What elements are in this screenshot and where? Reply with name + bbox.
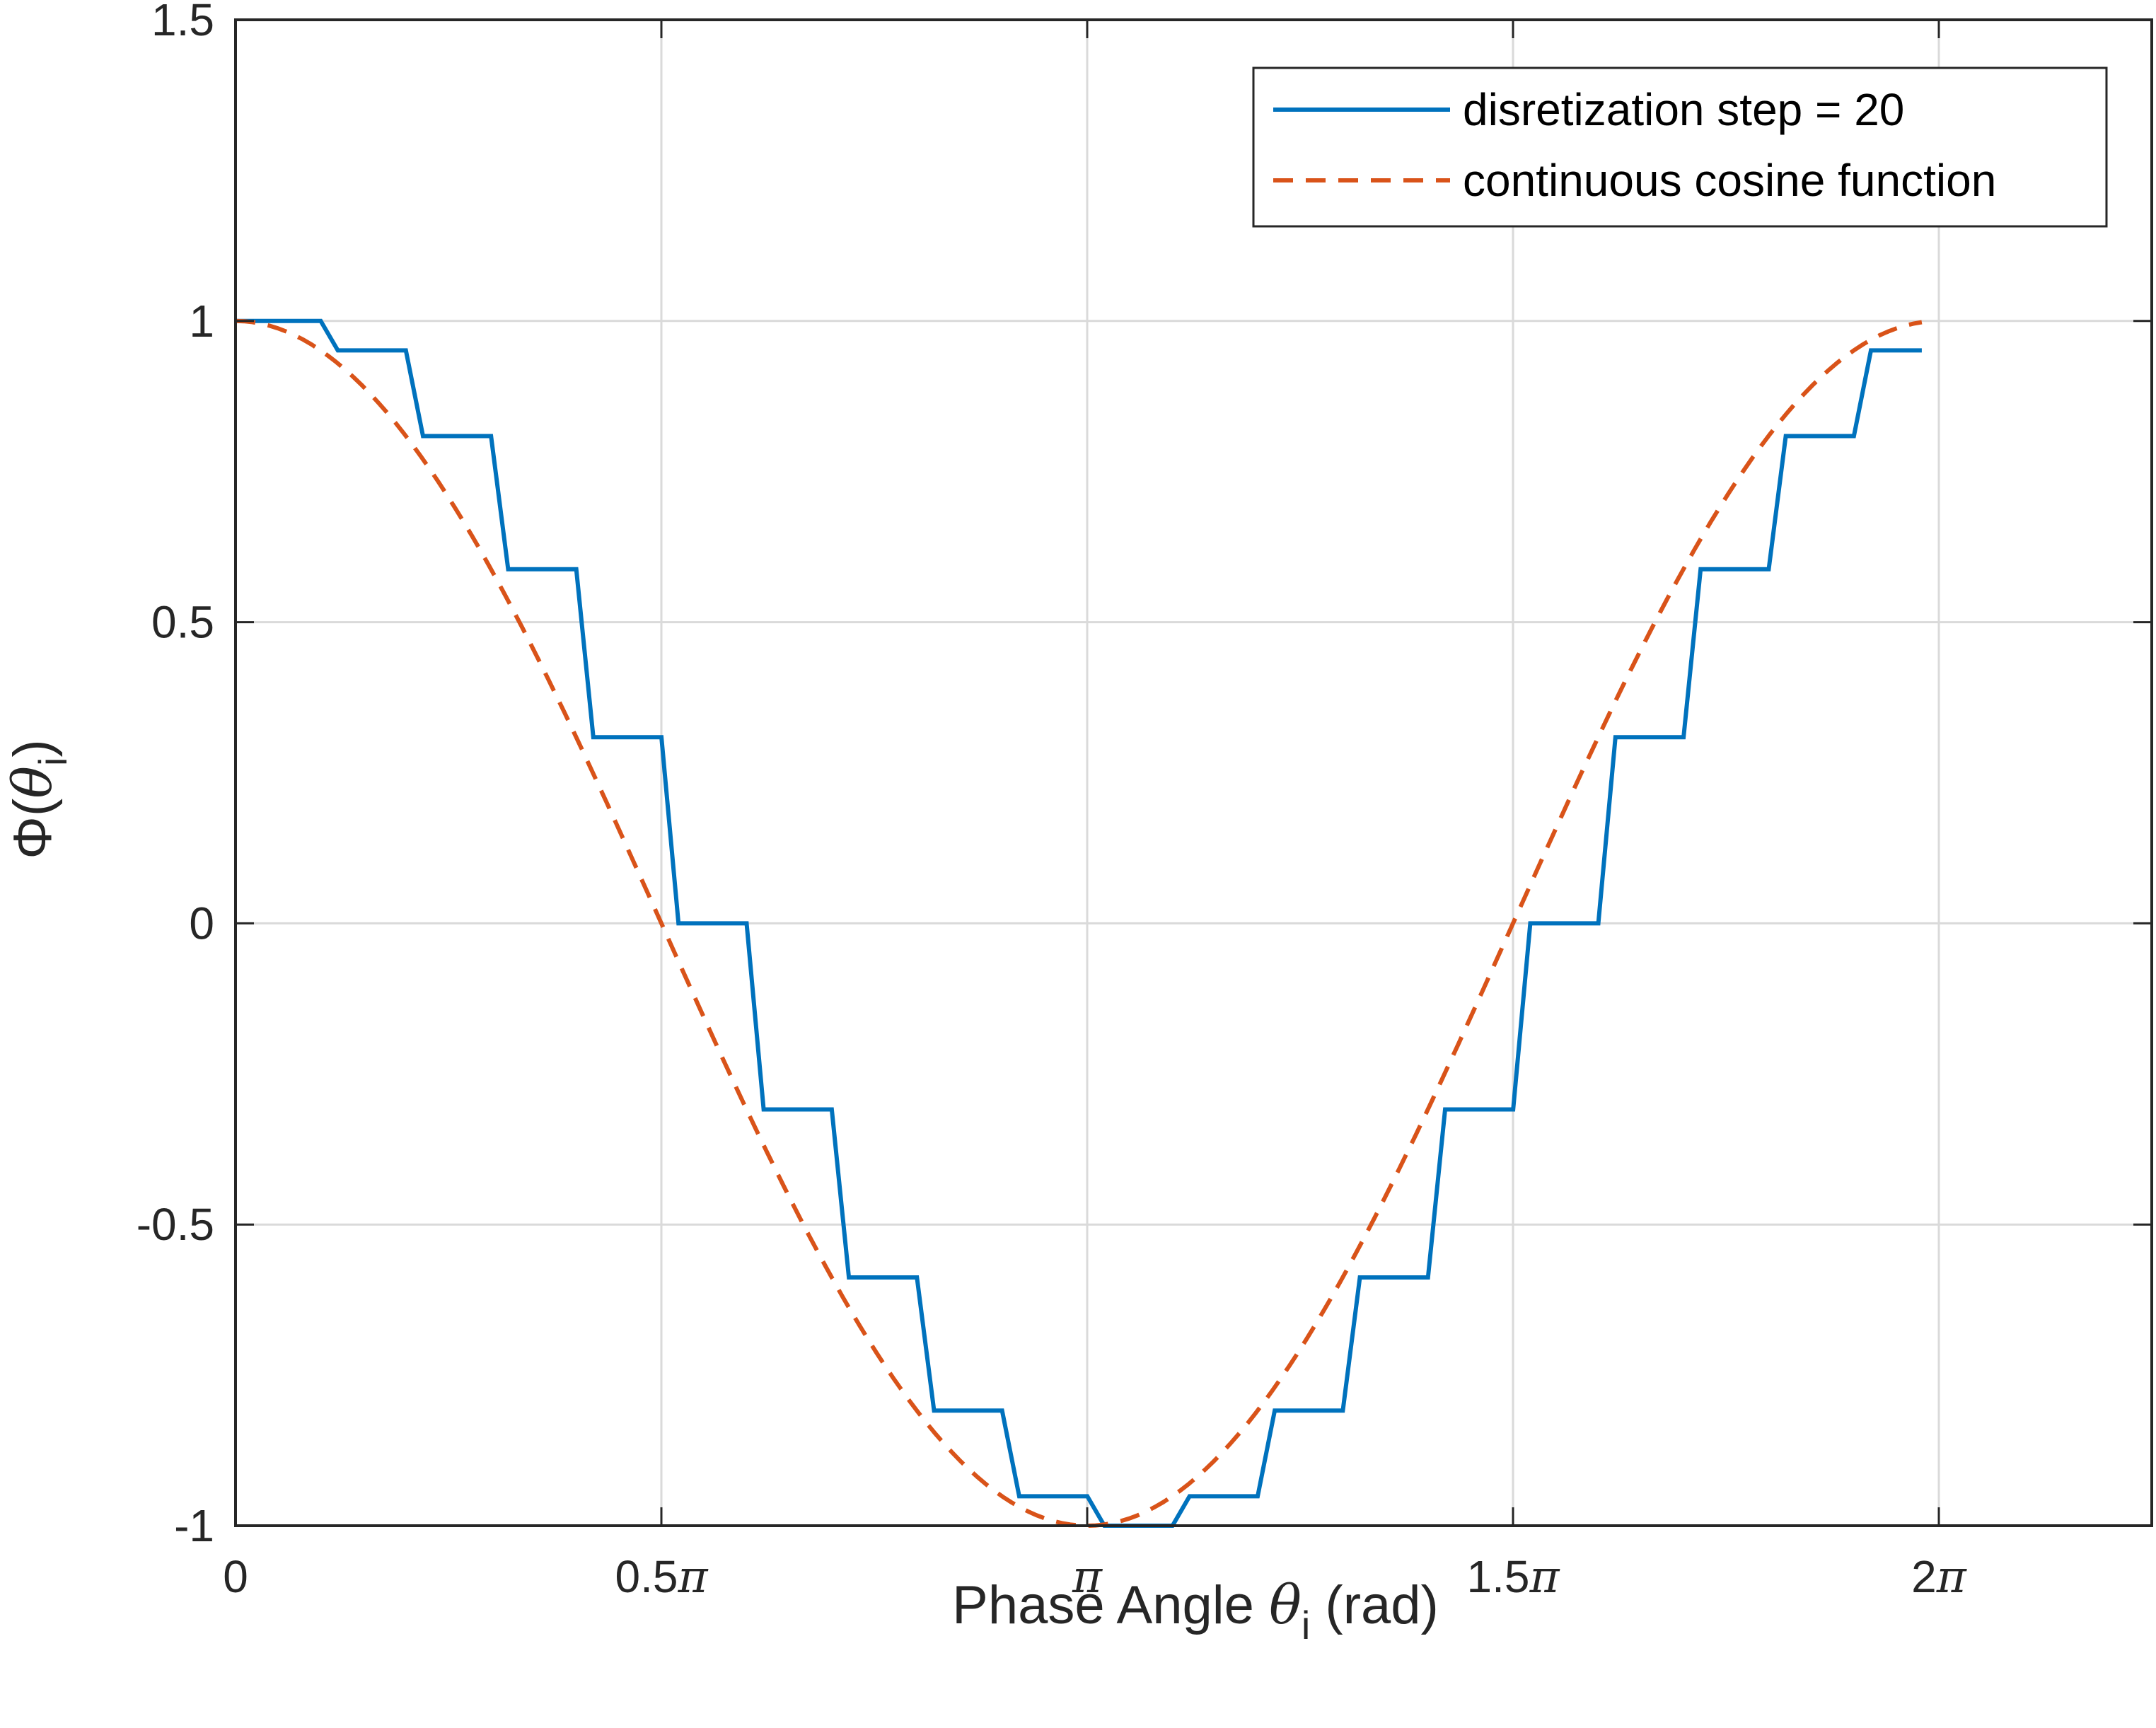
x-tick-label: 1.5π <box>1466 1551 1560 1604</box>
y-tick-labels: -1 -0.5 0 0.5 1 1.5 <box>137 0 214 1551</box>
y-axis-label: Φ(θi) <box>1 739 75 859</box>
legend-label-cosine: continuous cosine function <box>1463 155 1996 206</box>
y-tick-label: -0.5 <box>137 1199 214 1250</box>
y-tick-label: 1 <box>189 296 214 347</box>
plot-lines <box>235 318 1923 1529</box>
y-tick-label: -1 <box>174 1500 214 1551</box>
legend-box <box>1252 66 2108 228</box>
x-tick-label: 0 <box>223 1551 248 1602</box>
y-tick-label: 0 <box>189 898 214 949</box>
legend: disretization step = 20 continuous cosin… <box>1252 66 2108 228</box>
axes-box <box>234 18 2153 1527</box>
series-cosine <box>235 318 1923 1529</box>
tick-marks <box>234 18 2152 1527</box>
x-tick-label: 2π <box>1911 1551 1967 1604</box>
legend-label-staircase: disretization step = 20 <box>1463 84 1904 135</box>
series-staircase <box>236 318 1922 1528</box>
y-tick-label: 1.5 <box>151 0 214 45</box>
x-axis-label: Phase Angle θi (rad) <box>952 1573 1439 1647</box>
x-tick-labels: 0 0.5π π 1.5π 2π <box>223 1551 1967 1604</box>
x-tick-label: 0.5π <box>615 1551 708 1604</box>
x-tick-label: π <box>1072 1551 1103 1604</box>
y-tick-label: 0.5 <box>151 597 214 648</box>
